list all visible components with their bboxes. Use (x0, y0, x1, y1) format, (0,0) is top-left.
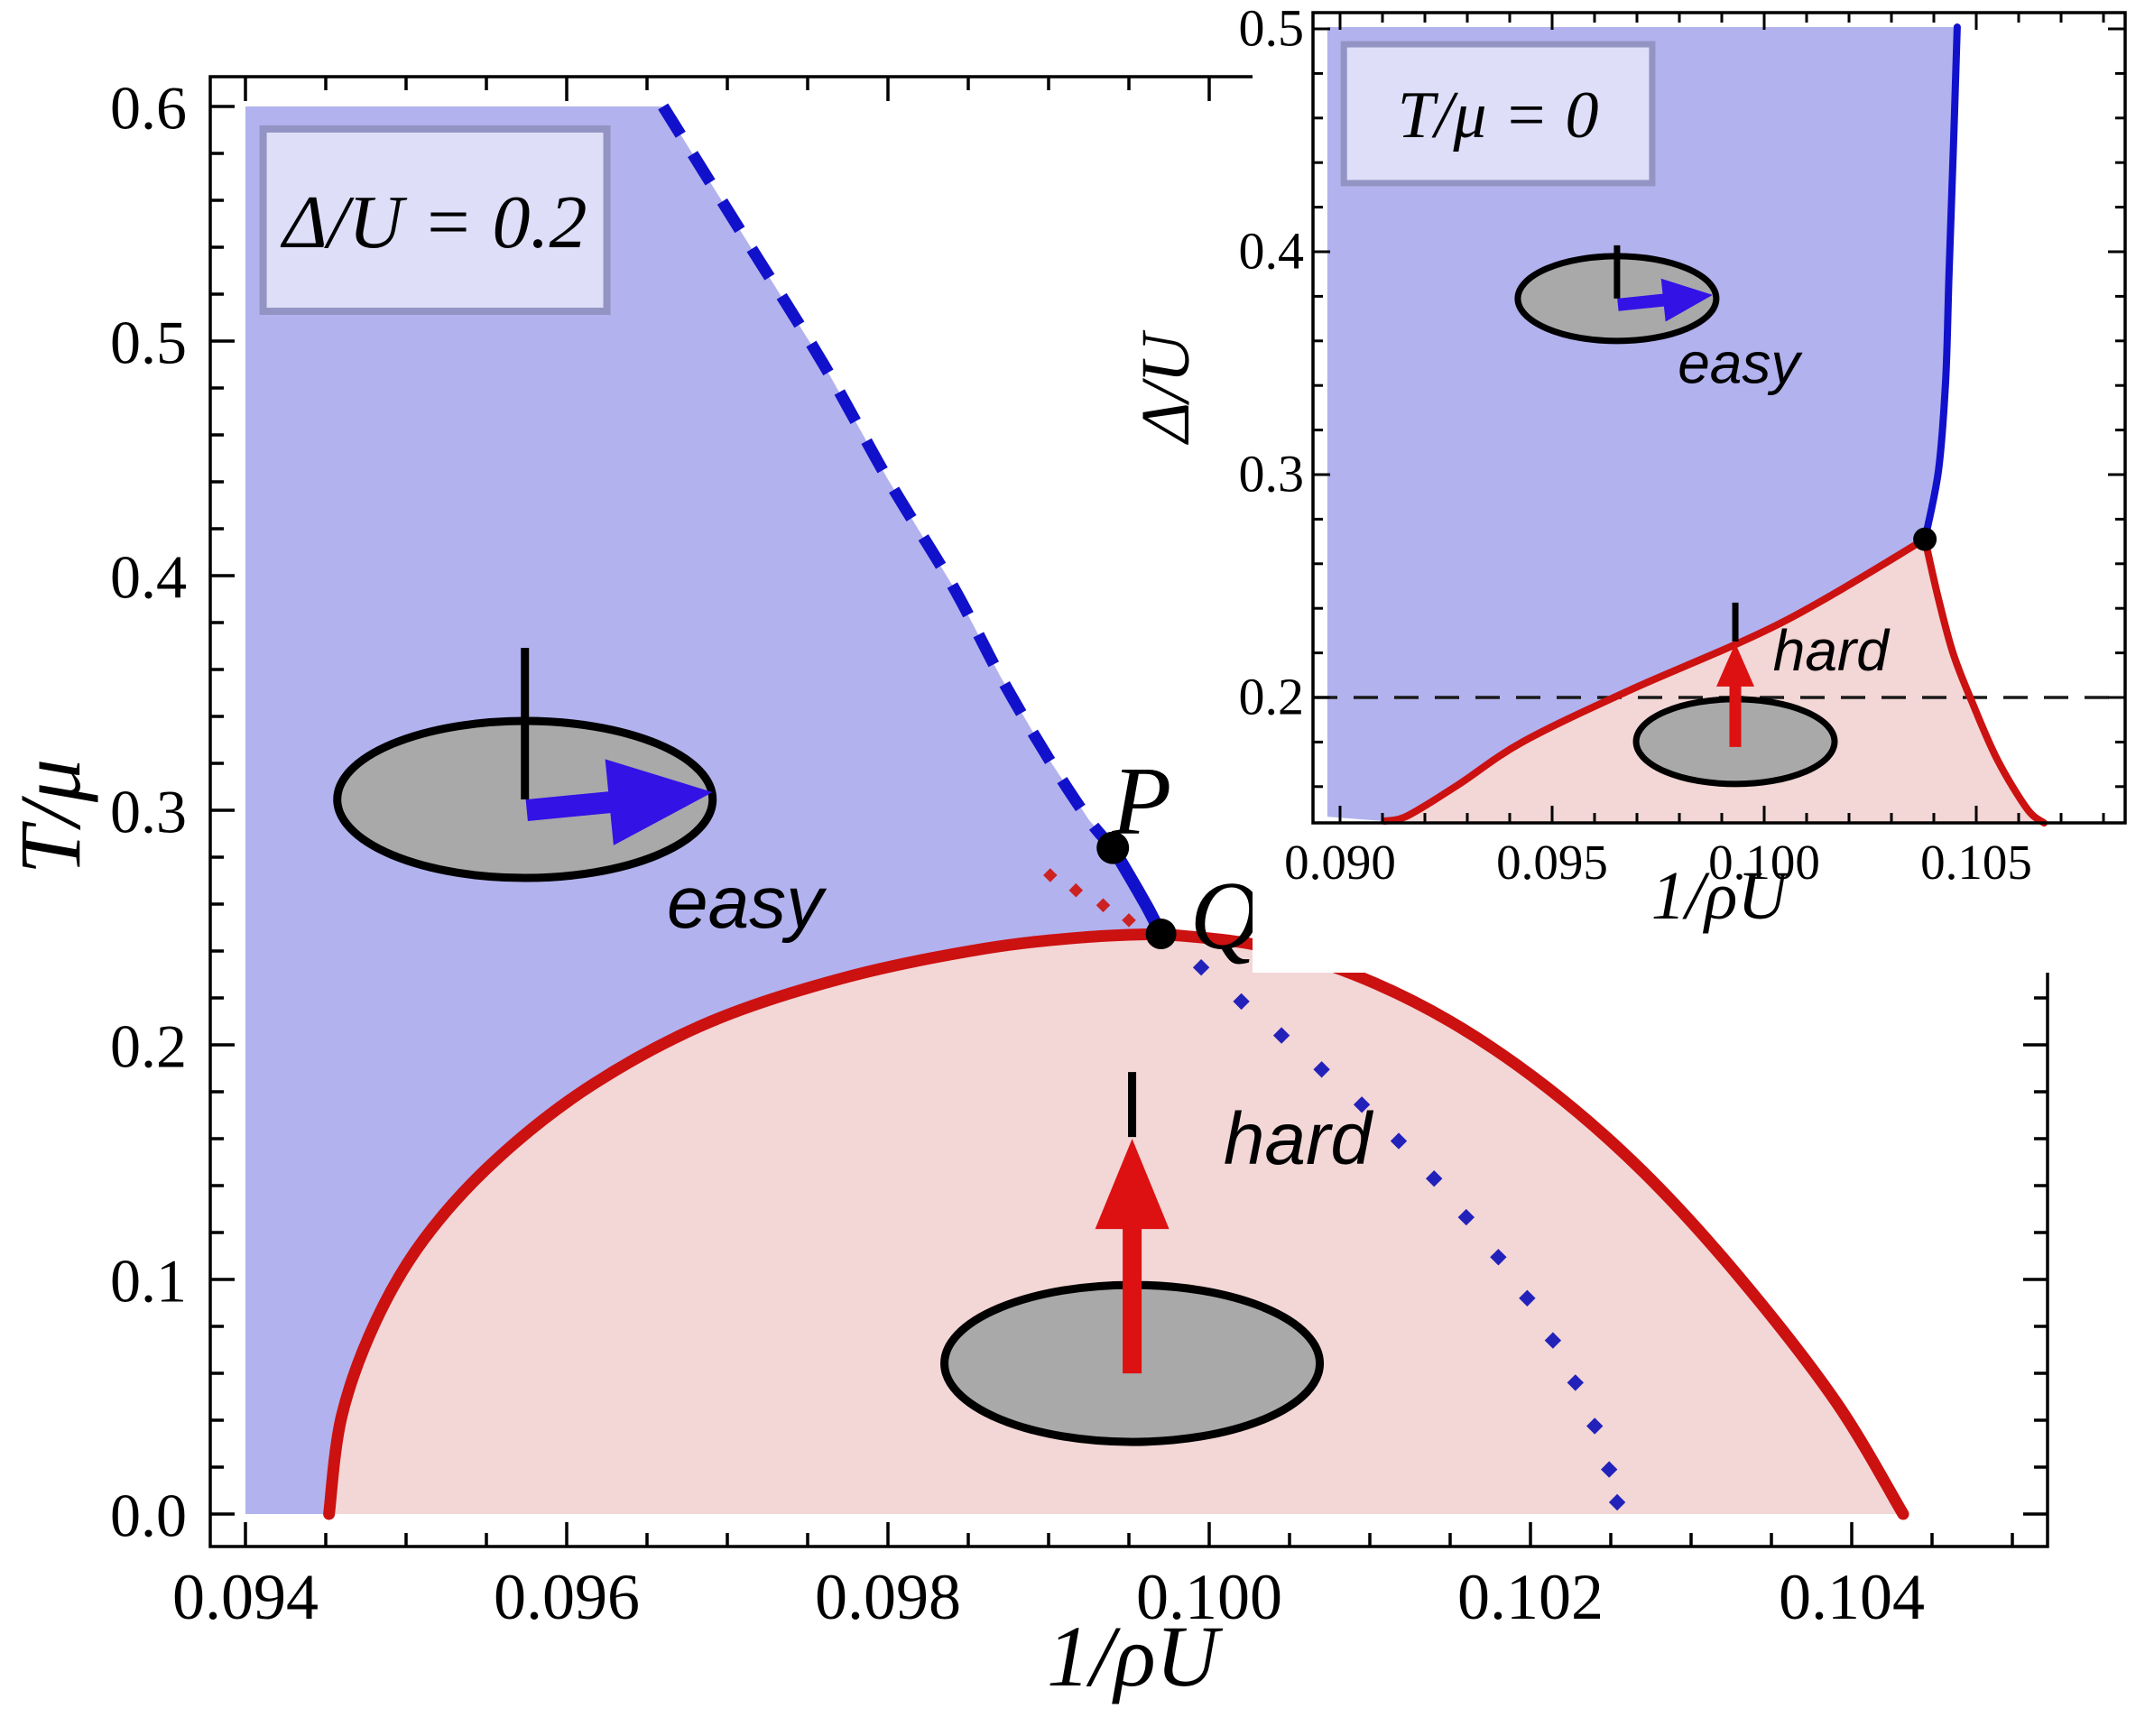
inset-y-axis-label: Δ/U (1128, 330, 1204, 446)
main-metastable-dotted-lines (1043, 868, 1626, 1511)
main-spin-icons: easy hard (333, 648, 1374, 1446)
x-tick-label: 0.096 (494, 1561, 640, 1633)
easy-axis-spin-icon (333, 648, 717, 882)
y-tick-label: 0.4 (110, 542, 187, 611)
blue-dotted-metastable-dot (1353, 1096, 1371, 1113)
main-critical-points: P Q (1096, 748, 1261, 970)
hard-axis-arrow-icon (1095, 1139, 1170, 1374)
easy-axis-spin-icon (1514, 245, 1720, 345)
inset-easy-plane-region-fill (1327, 27, 1957, 822)
x-tick-label: 0.100 (1708, 835, 1820, 890)
x-tick-label: 0.102 (1457, 1561, 1604, 1633)
inset-x-axis-label: 1/ρU (1651, 858, 1791, 934)
x-tick-label: 0.094 (172, 1561, 319, 1633)
point-Q-dot (1145, 919, 1177, 950)
hard-axis-arrow-icon (1716, 642, 1754, 747)
blue-dotted-metastable-dot (1567, 1374, 1584, 1391)
main-parameter-box-frame (259, 125, 611, 315)
blue-dotted-metastable-dot (1586, 1417, 1604, 1435)
y-tick-label: 0.5 (110, 308, 187, 376)
point-Q-label: Q (1190, 863, 1261, 970)
blue-dotted-metastable-dot (1192, 959, 1210, 976)
red-transition-curve-left (323, 928, 1168, 1520)
blue-dotted-metastable-dot (1544, 1332, 1562, 1349)
x-tick-label: 0.105 (1920, 835, 2032, 890)
main-axes: 0.094 0.096 0.098 0.100 0.102 0.104 0.0 0.1 0.2 0… (110, 73, 2049, 1633)
y-tick-label: 0.3 (1239, 445, 1305, 503)
x-tick-label: 0.090 (1284, 835, 1396, 890)
x-tick-label: 0.095 (1496, 835, 1608, 890)
inset-axes: 0.090 0.095 0.100 0.105 0.2 0.3 0.4 0.5 (1239, 0, 2127, 890)
y-tick-label: 0.1 (110, 1246, 187, 1315)
easy-plane-arrow-icon (1617, 278, 1713, 322)
inset-parameter-box-label: T/μ = 0 (1398, 78, 1599, 152)
inset-parameter-box-frame (1340, 41, 1656, 187)
hard-phase-label: hard (1224, 1098, 1374, 1180)
red-dotted-metastable-dot (1043, 868, 1058, 882)
inset-hard-axis-region-fill (1384, 539, 2045, 824)
inset-spin-icons: easy hard (1514, 245, 1891, 788)
plot-frame (1311, 11, 2127, 825)
point-P-dot (1096, 831, 1130, 864)
easy-phase-label: easy (667, 862, 827, 944)
blue-dotted-metastable-dot (1426, 1170, 1443, 1187)
inset-plot: T/μ = 0 easy hard 0.090 0.095 0.100 0.1050.… (1128, 0, 2127, 934)
blue-dotted-metastable-dot (1313, 1061, 1330, 1078)
blue-dotted-metastable-dot (1519, 1289, 1536, 1307)
red-dotted-metastable-dot (1096, 898, 1111, 913)
inset-critical-point (1913, 527, 1937, 551)
blue-dotted-metastable-dot (1601, 1461, 1618, 1478)
inset-easy-phase-label: easy (1678, 331, 1803, 396)
inset-parameter-box: T/μ = 0 (1340, 41, 1656, 187)
red-dotted-metastable-dot (1122, 913, 1136, 928)
blue-dotted-metastable-dot (1233, 993, 1250, 1011)
y-tick-label: 0.4 (1239, 222, 1305, 281)
blue-dotted-metastable-dot (1457, 1208, 1475, 1226)
blue-dotted-metastable-dot (1608, 1493, 1626, 1511)
easy-plane-arrow-icon (525, 759, 713, 845)
blue-dotted-metastable-dot (1272, 1027, 1290, 1044)
inset-phase-regions (1327, 27, 2045, 824)
blue-dotted-metastable-dot (1490, 1249, 1507, 1266)
y-tick-label: 0.2 (1239, 668, 1305, 726)
red-dotted-metastable-dot (1068, 882, 1084, 898)
main-parameter-box: Δ/U = 0.2 (259, 125, 611, 315)
main-parameter-box-label: Δ/U = 0.2 (281, 180, 587, 264)
inset-red-transition-curve-right (1921, 535, 2048, 827)
x-tick-label: 0.104 (1779, 1561, 1925, 1633)
x-tick-label: 0.100 (1136, 1561, 1282, 1633)
inset-hard-phase-label: hard (1773, 618, 1891, 683)
y-tick-label: 0.2 (110, 1011, 187, 1080)
blue-dotted-metastable-dot (1390, 1132, 1408, 1150)
main-y-axis-label: T/μ (2, 759, 98, 874)
hard-axis-spin-icon (940, 1072, 1325, 1446)
blue-dashed-transition-curve (658, 103, 1118, 852)
y-tick-label: 0.0 (110, 1481, 187, 1549)
main-x-axis-label: 1/ρU (1047, 1608, 1224, 1704)
inset-tricritical-point-dot (1913, 527, 1937, 551)
hard-axis-spin-icon (1632, 602, 1838, 788)
inset-red-transition-curve-left (1381, 535, 1929, 826)
inset-blue-transition-curve (1921, 23, 1961, 543)
main-plot: Δ/U = 0.2 easy hard P Q 0.094 0.096 0.098 0… (2, 73, 2049, 1704)
y-tick-label: 0.5 (1239, 0, 1305, 58)
x-tick-label: 0.098 (815, 1561, 961, 1633)
y-tick-label: 0.3 (110, 777, 187, 845)
y-tick-label: 0.6 (110, 73, 187, 142)
